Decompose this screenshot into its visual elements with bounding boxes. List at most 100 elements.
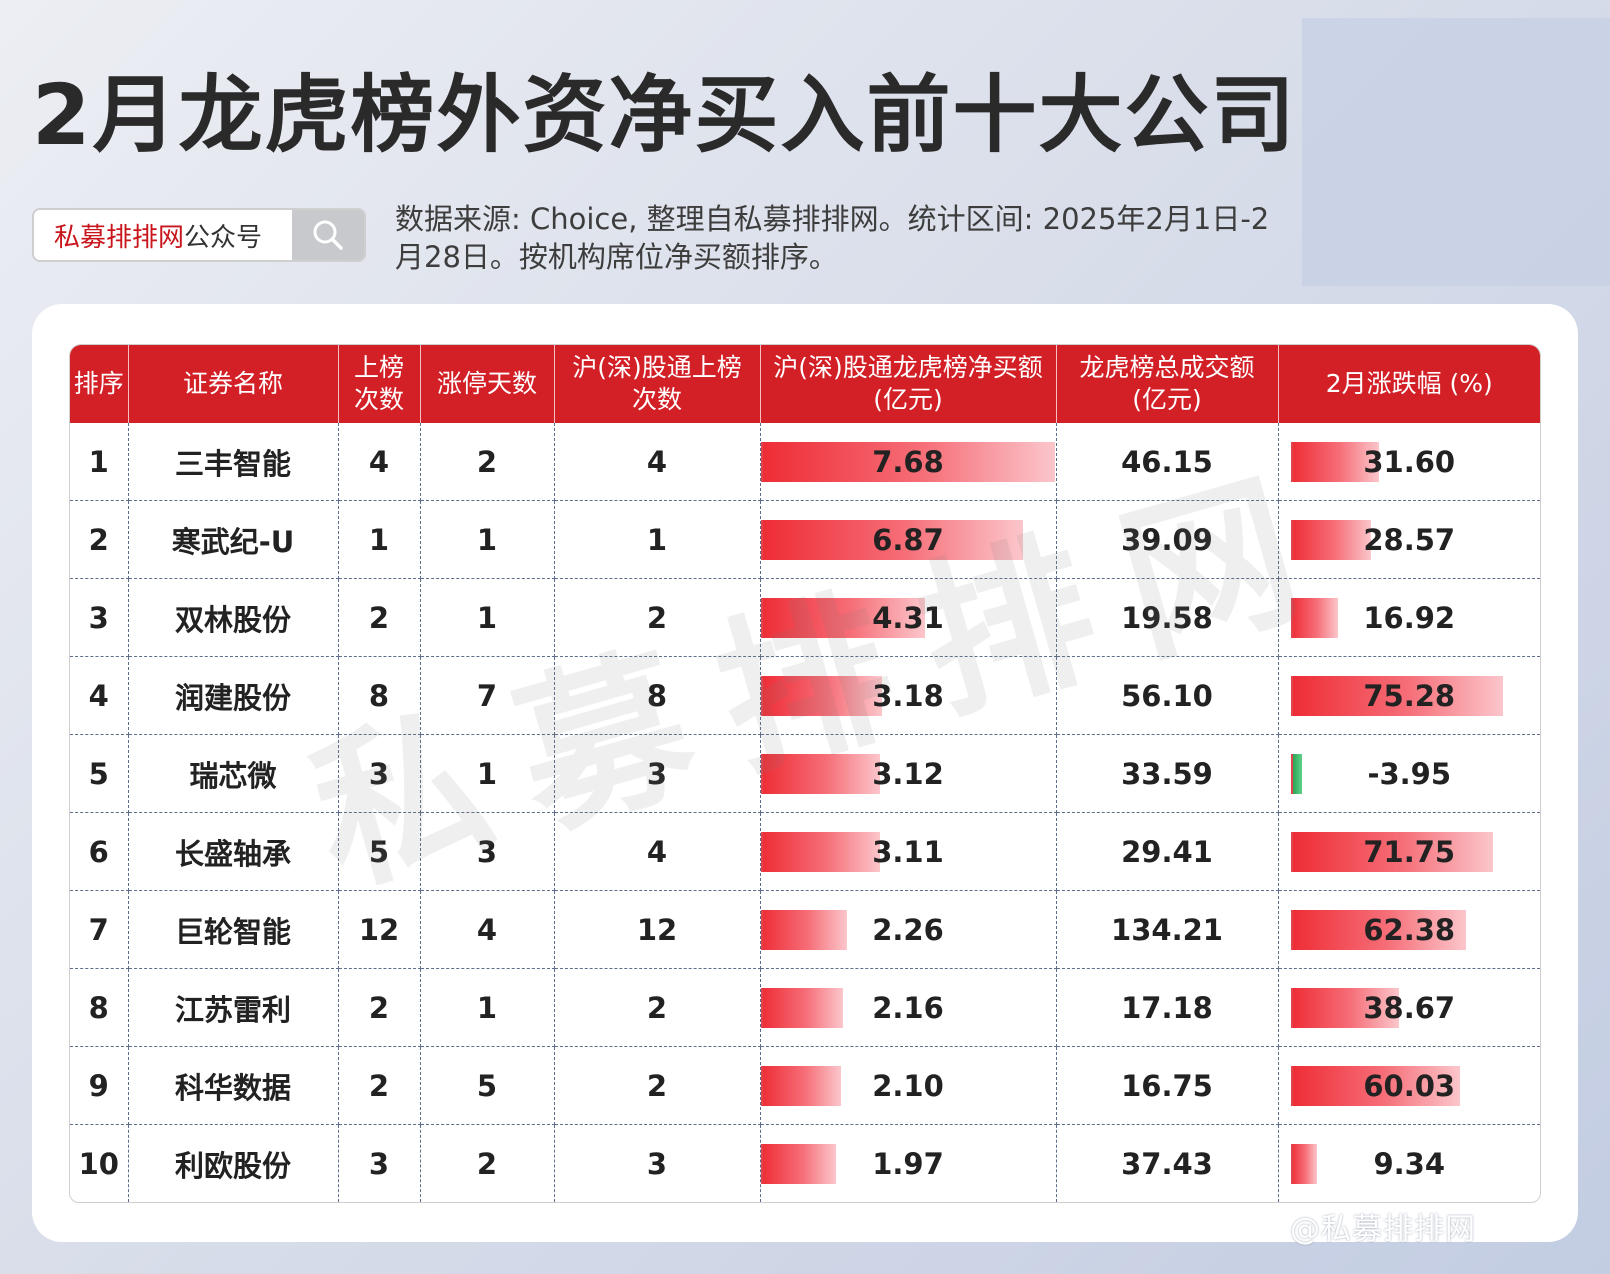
table-cell: 4: [70, 656, 129, 735]
table-row: 7 巨轮智能 12 4 12 2.26 134.21 62.38: [70, 890, 1540, 969]
table-cell: 3.11: [760, 812, 1057, 891]
table-cell: 29.41: [1056, 812, 1279, 891]
table-cell: 3: [554, 734, 761, 813]
table-cell: 62.38: [1278, 890, 1540, 969]
table-cell: 巨轮智能: [128, 890, 339, 969]
brand-search-box[interactable]: 私募排排网 公众号: [32, 208, 366, 262]
table-row: 10 利欧股份 3 2 3 1.97 37.43 9.34: [70, 1124, 1540, 1203]
table-cell: 2: [554, 968, 761, 1047]
value-bar: [1290, 520, 1371, 560]
header-row: 排序 证券名称 上榜 次数 涨停天数 沪(深)股通上榜 次数 沪(深)股通龙虎榜净买额 (亿元)…: [70, 345, 1540, 423]
table-row: 6 长盛轴承 5 3 4 3.11 29.41 71.75: [70, 812, 1540, 891]
column-header-line: 次数: [631, 385, 682, 414]
table-cell: 39.09: [1056, 500, 1279, 579]
value-bar: [760, 1066, 841, 1106]
column-header: 排序: [70, 345, 129, 423]
background-decoration: [1302, 18, 1610, 286]
table-cell: 12: [338, 890, 421, 969]
bar-value-label: 31.60: [1363, 444, 1456, 479]
table-cell: 19.58: [1056, 578, 1279, 657]
table-cell: 71.75: [1278, 812, 1540, 891]
table-cell: 28.57: [1278, 500, 1540, 579]
source-note: 数据来源: Choice, 整理自私募排排网。统计区间: 2025年2月1日-2…: [395, 202, 1270, 274]
table-row: 4 润建股份 8 7 8 3.18 56.10 75.28: [70, 656, 1540, 735]
table-cell: 长盛轴承: [128, 812, 339, 891]
data-table: 排序 证券名称 上榜 次数 涨停天数 沪(深)股通上榜 次数 沪(深)股通龙虎榜净买额 (亿元)…: [70, 345, 1540, 1202]
bar-value-label: 38.67: [1363, 990, 1456, 1025]
column-header-line: (亿元): [1132, 385, 1202, 414]
table-cell: 9.34: [1278, 1125, 1540, 1203]
column-header: 龙虎榜总成交额 (亿元): [1056, 345, 1279, 423]
table-cell: 江苏雷利: [128, 968, 339, 1047]
table-cell: 利欧股份: [128, 1124, 339, 1202]
table-cell: 16.92: [1278, 578, 1540, 657]
value-bar: [760, 988, 844, 1028]
table-cell: 2: [420, 423, 555, 501]
table-cell: 2.26: [760, 890, 1057, 969]
value-bar: [1290, 832, 1493, 872]
table-row: 2 寒武纪-U 1 1 1 6.87 39.09 28.57: [70, 500, 1540, 579]
table-cell: 33.59: [1056, 734, 1279, 813]
table-cell: 16.75: [1056, 1046, 1279, 1125]
column-header: 沪(深)股通上榜 次数: [554, 345, 761, 423]
value-bar: [760, 910, 848, 950]
value-bar: [1290, 598, 1339, 638]
bar-value-label: 1.97: [872, 1146, 944, 1181]
bar-value-label: 62.38: [1363, 912, 1456, 947]
value-bar: [760, 1144, 836, 1184]
column-header-line: 2月涨跌幅 (%): [1325, 369, 1493, 398]
bar-value-label: 75.28: [1363, 678, 1456, 713]
value-bar: [1290, 910, 1467, 950]
column-header-line: 排序: [73, 369, 124, 398]
table-cell: 7: [420, 656, 555, 735]
table-cell: 2.16: [760, 968, 1057, 1047]
table-cell: 2: [338, 1046, 421, 1125]
value-bar: [1290, 988, 1400, 1028]
table-header: 排序 证券名称 上榜 次数 涨停天数 沪(深)股通上榜 次数 沪(深)股通龙虎榜净买额 (亿元)…: [70, 345, 1540, 423]
table-cell: 31.60: [1278, 423, 1540, 501]
table-cell: 2: [420, 1124, 555, 1202]
column-header-line: 涨停天数: [436, 369, 537, 398]
table-body: 1 三丰智能 4 2 4 7.68 46.15 31.60 2 寒武纪-U 1 1 1 6.87 39.09…: [70, 423, 1540, 1202]
table-cell: 4: [338, 423, 421, 501]
value-bar: [760, 832, 880, 872]
bar-value-label: 6.87: [872, 522, 944, 557]
table-cell: 双林股份: [128, 578, 339, 657]
table-cell: -3.95: [1278, 734, 1540, 813]
table-cell: 75.28: [1278, 656, 1540, 735]
table-cell: 7.68: [760, 423, 1057, 501]
column-header-line: 次数: [353, 385, 404, 414]
column-header-line: 证券名称: [182, 369, 283, 398]
bar-value-label: 7.68: [872, 444, 944, 479]
table-row: 1 三丰智能 4 2 4 7.68 46.15 31.60: [70, 423, 1540, 501]
column-header: 2月涨跌幅 (%): [1278, 345, 1540, 423]
table-cell: 134.21: [1056, 890, 1279, 969]
negative-value-bar: [1290, 754, 1302, 794]
table-cell: 三丰智能: [128, 423, 339, 501]
search-button[interactable]: [292, 210, 364, 260]
table-cell: 3: [338, 734, 421, 813]
value-bar: [1290, 1066, 1460, 1106]
value-bar: [1290, 676, 1503, 716]
brand-label: 私募排排网 公众号: [34, 210, 292, 260]
table-cell: 3: [338, 1124, 421, 1202]
table-cell: 1: [554, 500, 761, 579]
table-cell: 润建股份: [128, 656, 339, 735]
table-row: 8 江苏雷利 2 1 2 2.16 17.18 38.67: [70, 968, 1540, 1047]
table-cell: 3: [70, 578, 129, 657]
table-cell: 2: [338, 578, 421, 657]
table-cell: 2: [554, 1046, 761, 1125]
table-cell: 17.18: [1056, 968, 1279, 1047]
value-bar: [760, 754, 880, 794]
column-header: 上榜 次数: [338, 345, 421, 423]
column-header-line: (亿元): [873, 385, 943, 414]
value-bar: [760, 598, 926, 638]
table-cell: 2: [70, 500, 129, 579]
column-header-line: 上榜: [353, 353, 404, 382]
table-cell: 5: [420, 1046, 555, 1125]
search-icon: [313, 220, 343, 250]
table-cell: 1: [338, 500, 421, 579]
column-header: 沪(深)股通龙虎榜净买额 (亿元): [760, 345, 1057, 423]
brand-suffix: 公众号: [184, 222, 263, 253]
bar-value-label: 9.34: [1373, 1146, 1446, 1181]
